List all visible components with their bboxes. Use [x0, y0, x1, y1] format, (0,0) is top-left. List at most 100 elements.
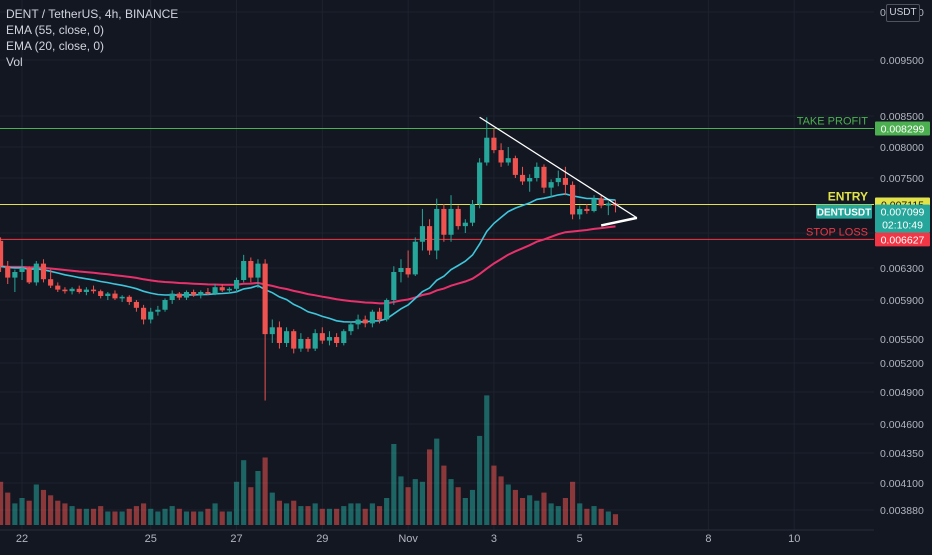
volume-bar — [112, 511, 118, 525]
time-tick-label: 3 — [491, 533, 497, 545]
price-tick-label: 0.006300 — [880, 263, 924, 275]
volume-bar — [298, 506, 304, 525]
volume-bar — [291, 500, 297, 525]
candle — [405, 250, 411, 278]
volume-bar — [255, 471, 261, 525]
candle — [183, 290, 190, 300]
candle-body — [605, 203, 611, 206]
legend-ema20[interactable]: EMA (20, close, 0) — [6, 39, 105, 53]
candle-body — [33, 263, 39, 283]
volume-bar — [148, 508, 154, 525]
volume-bar — [427, 449, 433, 525]
candle — [534, 162, 540, 182]
candle-body — [269, 327, 275, 335]
candle — [233, 277, 240, 292]
volume-bar — [612, 514, 619, 525]
symbol-badge-label: DENTUSDT — [817, 208, 871, 219]
volume-bar — [455, 487, 461, 525]
volume-bar — [133, 506, 139, 525]
candle — [241, 254, 247, 283]
candle — [384, 298, 390, 322]
legend-vol[interactable]: Vol — [6, 55, 23, 69]
candle — [0, 237, 4, 272]
price-tick-label: 0.004600 — [880, 419, 924, 431]
legend-ema55[interactable]: EMA (55, close, 0) — [6, 23, 105, 37]
candle-body — [169, 293, 175, 300]
candle — [455, 205, 461, 230]
last-price-label: 0.007099 — [881, 207, 925, 219]
candle-body — [162, 300, 168, 310]
candle-body — [0, 240, 4, 267]
candle-body — [570, 184, 576, 215]
candle-body — [298, 339, 304, 349]
candle-body — [133, 301, 139, 308]
volume-bar — [69, 506, 75, 525]
price-axis: 0.0100000.0095000.0085000.0080000.007500… — [816, 0, 932, 530]
time-axis: 22 25 27 29 Nov 3 5 8 10 — [0, 529, 932, 550]
volume-bar — [512, 489, 518, 525]
candle-body — [69, 288, 75, 292]
candle-body — [512, 158, 518, 175]
candle-body — [548, 182, 554, 188]
candle-body — [405, 268, 411, 275]
time-tick-label: 5 — [577, 533, 583, 545]
candle-body — [584, 208, 590, 211]
volume-bar — [577, 503, 583, 525]
volume-bar — [284, 503, 290, 525]
candle-body — [398, 268, 404, 272]
candle-body — [255, 263, 261, 278]
time-axis-background — [0, 530, 932, 550]
volume-bar — [570, 481, 576, 525]
volume-bar — [348, 503, 354, 525]
volume-bar — [5, 492, 11, 525]
volume-bar — [0, 481, 4, 525]
candle — [334, 333, 340, 347]
candle — [148, 307, 154, 324]
candle — [527, 174, 533, 192]
candle — [477, 158, 483, 209]
volume-bar — [55, 500, 61, 525]
candle — [362, 315, 368, 328]
currency-badge[interactable]: USDT — [886, 4, 920, 22]
price-tick-label: 0.005200 — [880, 358, 924, 370]
candle-body — [534, 166, 540, 178]
candle — [40, 259, 47, 283]
volume-bar — [412, 479, 418, 525]
candle — [369, 309, 375, 328]
time-tick-label: 25 — [145, 533, 157, 545]
volume-bar — [562, 498, 568, 525]
candle — [341, 329, 347, 346]
volume-bar — [312, 503, 318, 525]
ema55-line — [0, 225, 616, 305]
level-price-label: 0.008299 — [881, 123, 925, 135]
candle-body — [112, 293, 118, 299]
candle — [169, 290, 175, 304]
candle — [262, 259, 268, 401]
candle-body — [527, 178, 533, 182]
volume-bar — [527, 495, 533, 525]
bar-countdown-label: 02:10:49 — [882, 220, 923, 232]
candle-body — [19, 268, 25, 272]
time-tick-label: 8 — [705, 533, 711, 545]
candle-body — [491, 137, 497, 151]
volume-bar — [541, 492, 547, 525]
candle-body — [98, 291, 104, 296]
volume-bar — [584, 508, 590, 525]
candle — [176, 292, 182, 300]
volume-bar — [477, 435, 483, 525]
candle-body — [191, 292, 197, 296]
candle — [62, 287, 68, 294]
volume-bar — [398, 476, 404, 525]
volume-bar — [391, 444, 397, 525]
candle — [577, 205, 583, 220]
candle-body — [219, 287, 225, 291]
candle-body — [212, 287, 218, 294]
candle — [48, 269, 54, 288]
volume-bar — [484, 395, 490, 525]
candle — [484, 117, 490, 166]
candle — [348, 321, 354, 336]
candle-body — [48, 279, 54, 286]
trendline — [600, 216, 638, 227]
level-text-entry: ENTRY — [828, 189, 868, 203]
